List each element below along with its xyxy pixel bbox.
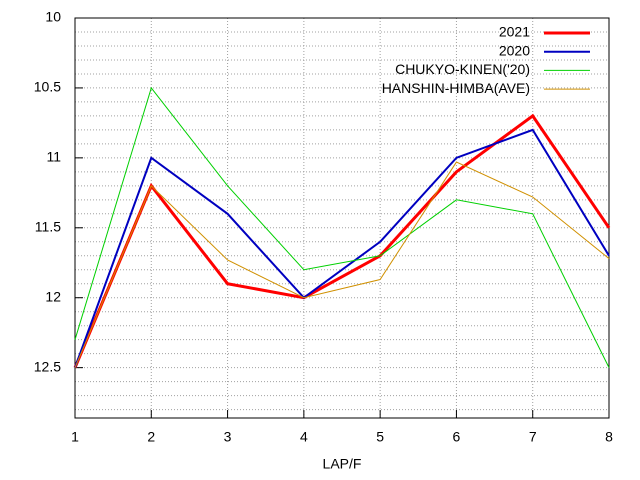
x-axis-label: LAP/F xyxy=(323,456,362,472)
series-line xyxy=(74,128,610,368)
series-line xyxy=(74,161,610,368)
legend-label: HANSHIN-HIMBA(AVE) xyxy=(382,80,530,96)
y-tick-label: 12 xyxy=(45,288,61,304)
x-tick-label: 8 xyxy=(605,429,613,445)
x-tick-label: 3 xyxy=(224,429,232,445)
y-tick-label: 12.5 xyxy=(34,358,61,374)
y-tick-label: 11 xyxy=(46,149,61,165)
x-tick-label: 6 xyxy=(453,429,461,445)
series-line xyxy=(74,86,610,368)
plot-frame xyxy=(74,17,610,419)
x-tick-label: 4 xyxy=(300,429,308,445)
series-line xyxy=(73,113,611,369)
x-tick-label: 2 xyxy=(147,429,155,445)
y-tick-label: 10.5 xyxy=(34,79,61,95)
x-tick-label: 1 xyxy=(71,429,79,445)
legend-label: CHUKYO-KINEN('20) xyxy=(395,61,530,77)
y-tick-label: 11.5 xyxy=(35,218,61,234)
legend-label: 2020 xyxy=(499,42,530,58)
legend-label: 2021 xyxy=(499,24,530,40)
x-tick-label: 5 xyxy=(376,429,384,445)
x-tick-label: 7 xyxy=(529,429,537,445)
y-tick-label: 10 xyxy=(45,9,61,25)
